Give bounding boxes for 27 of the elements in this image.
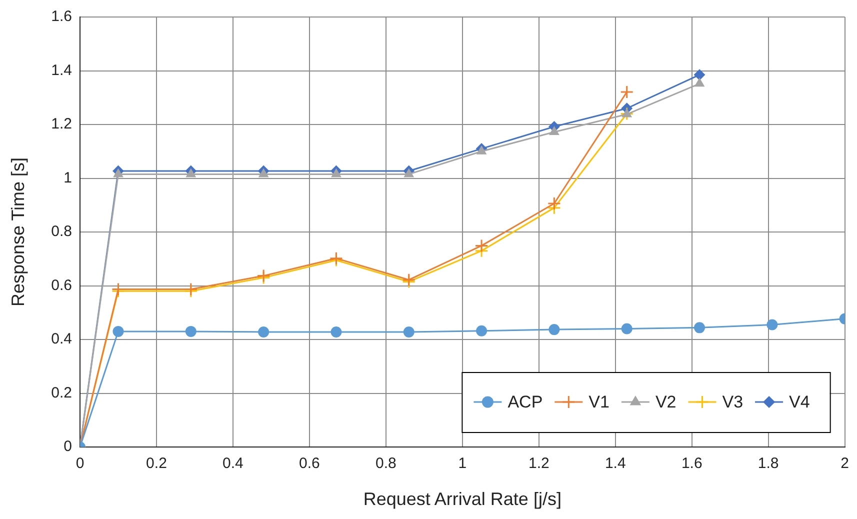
y-tick-label: 0.4: [51, 330, 72, 348]
x-tick-label: 1.4: [604, 455, 626, 472]
x-tick-label: 0.4: [222, 455, 244, 472]
y-axis-title: Response Time [s]: [8, 157, 28, 307]
y-tick-label: 0.2: [51, 384, 72, 402]
x-axis-title: Request Arrival Rate [j/s]: [363, 489, 562, 510]
x-tick-label: 0.6: [299, 455, 320, 472]
x-tick-label: 1.2: [528, 455, 550, 472]
x-tick-label: 1: [458, 455, 467, 472]
y-tick-label: 1: [64, 169, 72, 186]
x-tick-label: 0: [76, 455, 84, 472]
legend-label: V2: [655, 392, 676, 412]
y-tick-label: 0.6: [51, 276, 72, 294]
x-tick-label: 2: [840, 455, 849, 472]
legend-label: ACP: [508, 392, 543, 412]
y-tick-label: 0.8: [51, 223, 72, 240]
y-tick-label: 1.6: [51, 8, 72, 26]
y-tick-label: 0: [64, 438, 72, 456]
x-tick-label: 0.2: [146, 455, 167, 472]
legend-label: V1: [588, 392, 610, 412]
x-tick-label: 0.8: [376, 455, 396, 472]
legend-label: V3: [722, 392, 744, 412]
y-tick-label: 1.2: [51, 116, 72, 133]
x-tick-label: 1.8: [758, 455, 779, 472]
y-tick-label: 1.4: [51, 62, 72, 79]
x-tick-label: 1.6: [681, 455, 702, 472]
legend-label: V4: [789, 392, 810, 412]
